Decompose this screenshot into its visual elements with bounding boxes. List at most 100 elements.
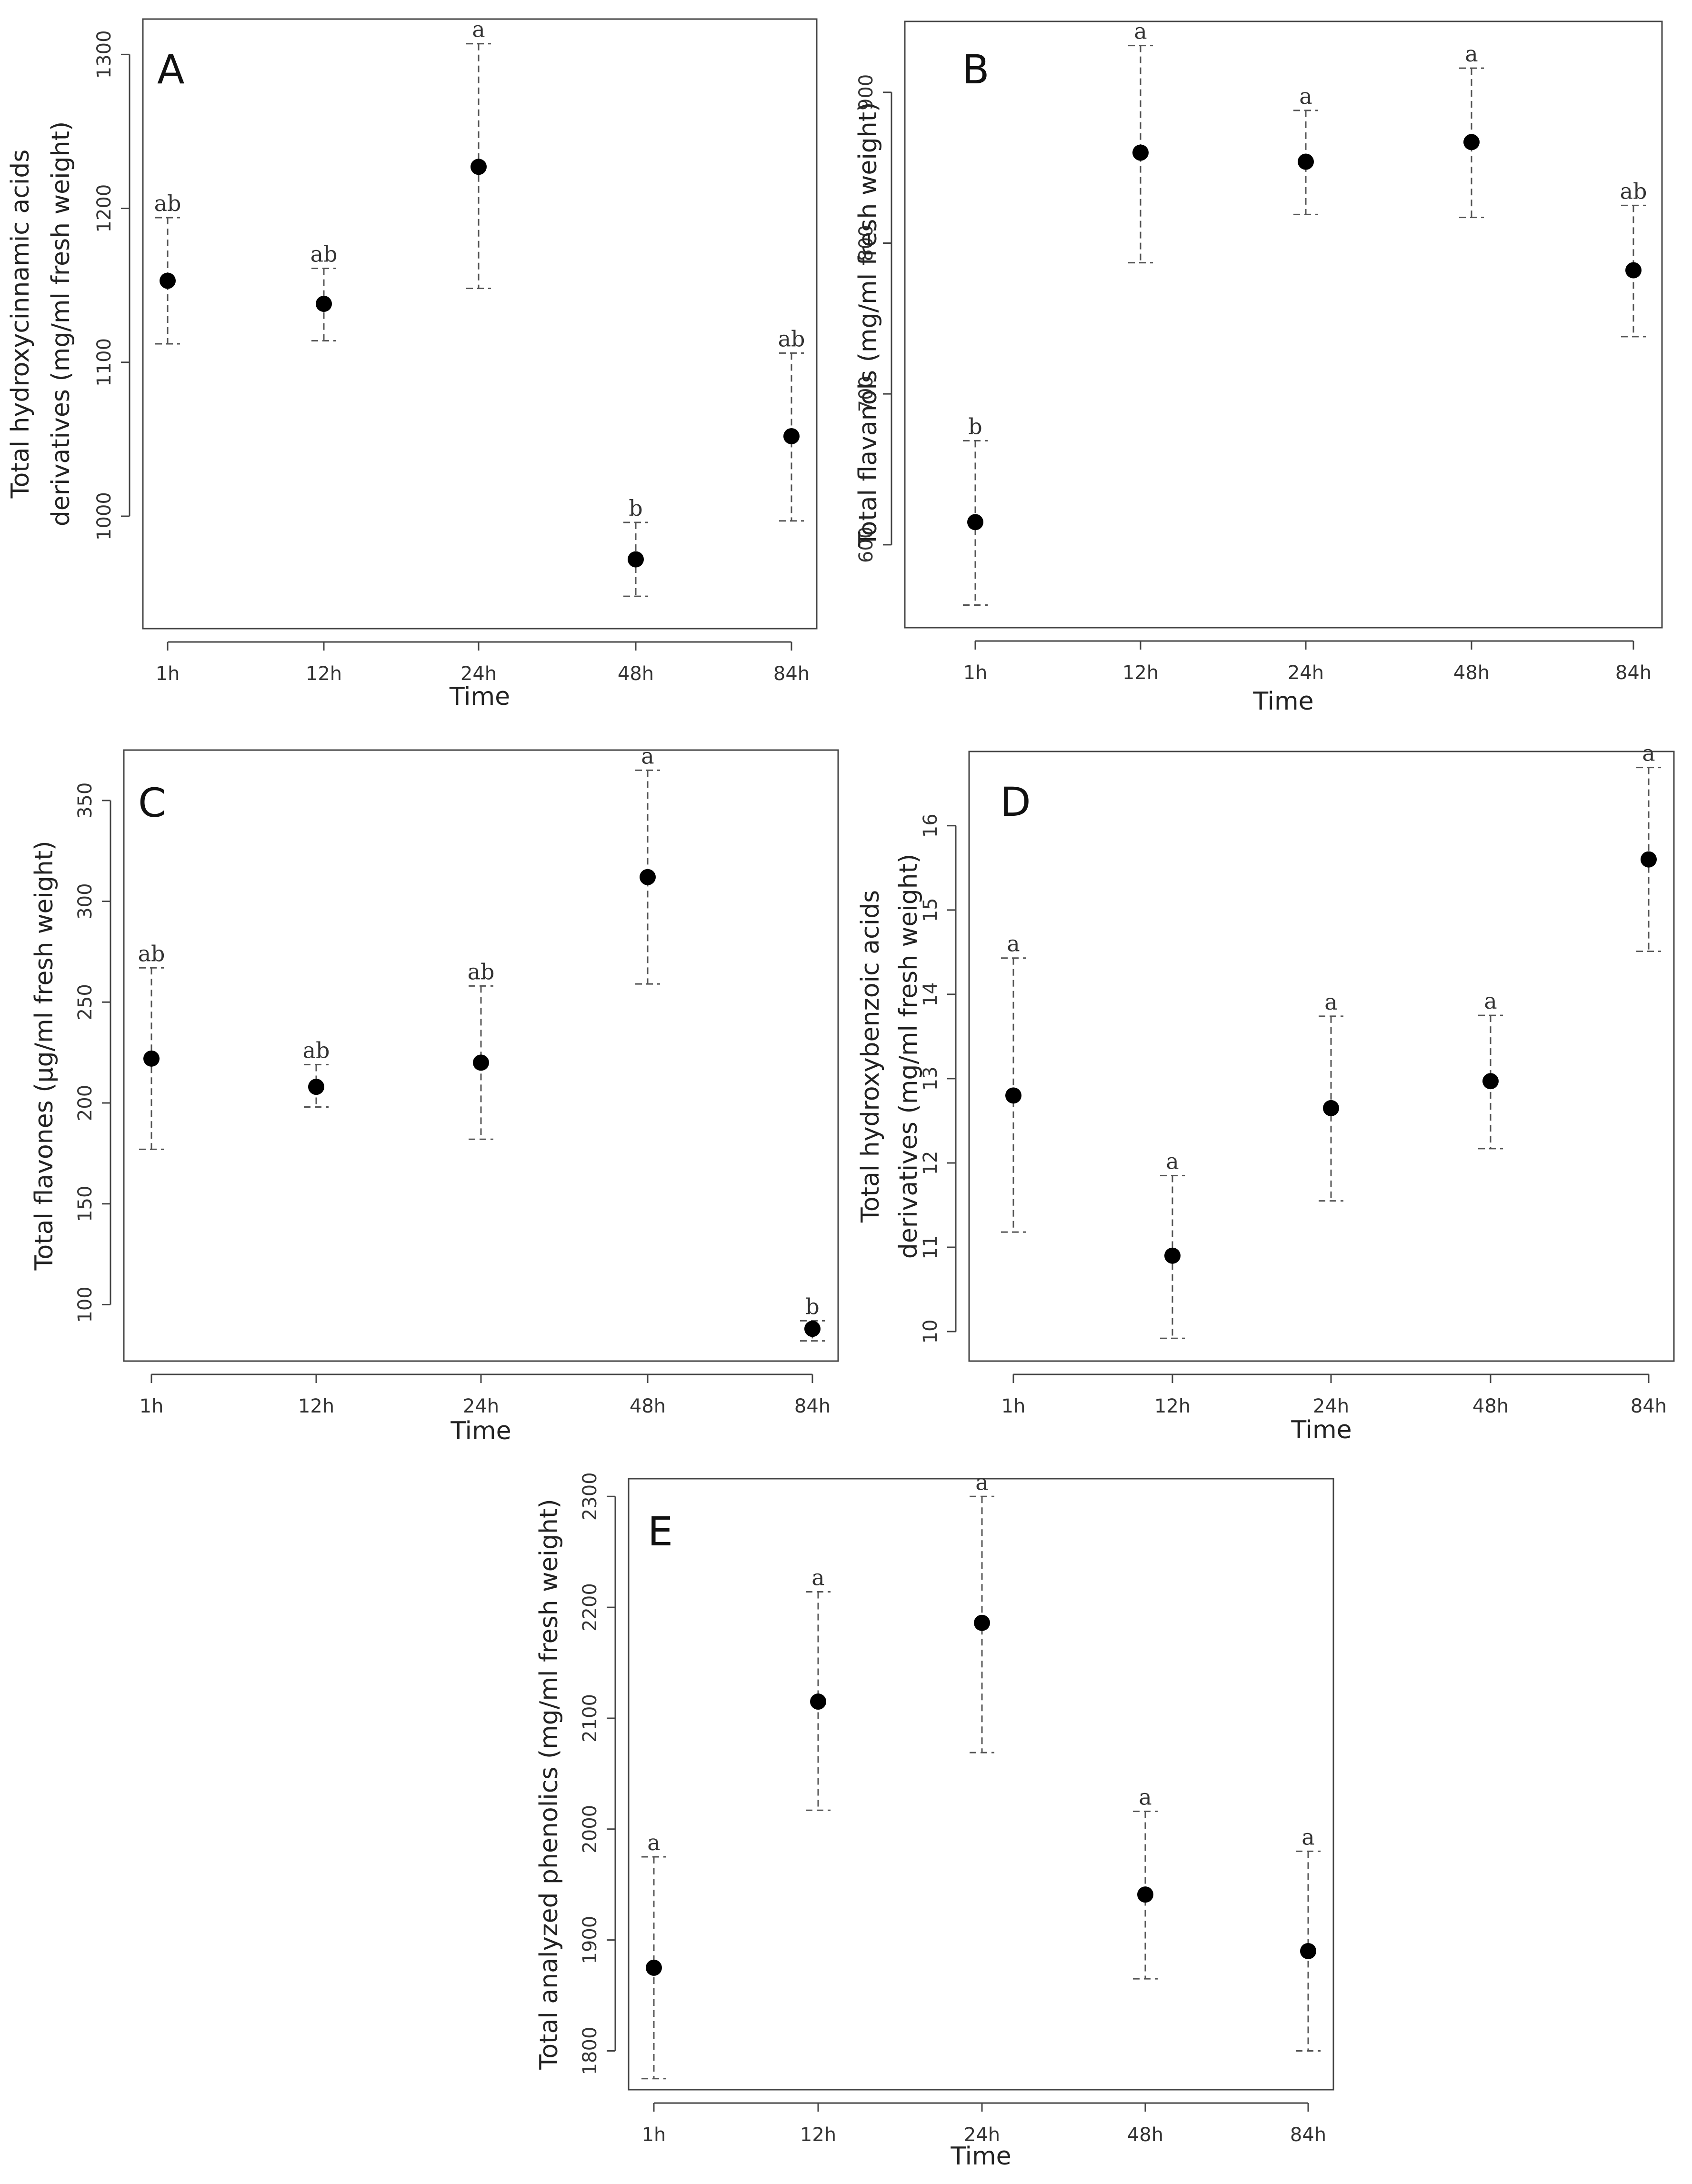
plot-frame — [968, 751, 1675, 1362]
data-point — [974, 1614, 990, 1631]
data-point — [1641, 851, 1657, 868]
data-point — [1164, 1247, 1181, 1264]
data-point — [810, 1693, 826, 1710]
data-point — [804, 1321, 821, 1337]
significance-label: a — [1642, 741, 1655, 766]
x-tick-label: 1h — [140, 1395, 164, 1417]
x-axis-title: Time — [450, 1417, 511, 1445]
significance-label: a — [1166, 1149, 1179, 1174]
panel-label: A — [157, 46, 184, 93]
significance-label: a — [1324, 989, 1337, 1015]
x-tick-label: 24h — [461, 663, 497, 685]
y-axis-title: Total flavanols (mg/ml fresh weight) — [854, 102, 882, 548]
chart-panel-e: E 1800 1900 2000 2100 2200 2300 1h 12h 24h 48h 84h T… — [535, 1469, 1334, 2171]
x-tick-label: 24h — [463, 1395, 499, 1417]
panel-label: E — [648, 1508, 673, 1555]
data-point — [143, 1050, 160, 1067]
significance-label: a — [1134, 19, 1147, 44]
y-tick-label: 11 — [920, 1235, 941, 1260]
x-tick-label: 48h — [618, 663, 654, 685]
y-tick-label: 150 — [74, 1186, 96, 1222]
y-axis-title: Total hydroxycinnamic acids — [6, 150, 35, 499]
y-tick-label: 200 — [74, 1085, 96, 1121]
x-tick-label: 12h — [306, 663, 342, 685]
y-tick-label: 800 — [855, 225, 877, 261]
data-point — [1625, 262, 1642, 279]
x-tick-label: 48h — [1127, 2124, 1163, 2146]
significance-label: a — [975, 1469, 988, 1495]
significance-label: b — [629, 495, 642, 521]
y-tick-label: 14 — [920, 982, 941, 1006]
significance-label: ab — [154, 190, 181, 216]
y-tick-label: 1200 — [93, 184, 115, 233]
significance-label: a — [1139, 1784, 1151, 1810]
plot-frame — [904, 20, 1663, 629]
significance-label: a — [641, 743, 654, 769]
data-point — [628, 551, 644, 568]
y-tick-label: 350 — [74, 782, 96, 819]
chart-panel-b: B 600 700 800 900 1h 12h 24h 48h 84h Time Total fla… — [854, 19, 1663, 716]
plot-frame — [628, 1478, 1334, 2091]
data-point — [640, 869, 656, 885]
significance-label: ab — [138, 941, 165, 966]
chart-panel-a: A 1000 1100 1200 1300 1h 12h 24h 48h 84h Time Total… — [6, 17, 818, 711]
x-axis-title: Time — [1252, 687, 1313, 716]
x-tick-label: 48h — [1453, 662, 1490, 684]
x-tick-label: 24h — [1288, 662, 1324, 684]
x-tick-label: 24h — [1313, 1395, 1349, 1417]
data-point — [1482, 1073, 1499, 1090]
data-point — [316, 295, 332, 312]
x-tick-label: 1h — [642, 2124, 666, 2146]
y-tick-label: 10 — [920, 1320, 941, 1344]
x-tick-label: 24h — [964, 2124, 1000, 2146]
significance-label: a — [1465, 41, 1478, 67]
panel-label: B — [962, 46, 990, 93]
data-point — [1137, 1886, 1153, 1903]
y-tick-label: 250 — [74, 984, 96, 1020]
y-axis-title: derivatives (mg/ml fresh weight) — [894, 854, 923, 1259]
y-tick-label: 12 — [920, 1151, 941, 1175]
y-tick-label: 13 — [920, 1066, 941, 1091]
y-tick-label: 1900 — [579, 1916, 601, 1964]
significance-label: b — [805, 1293, 819, 1319]
x-tick-label: 84h — [773, 663, 810, 685]
y-tick-label: 300 — [74, 883, 96, 919]
y-tick-label: 1800 — [579, 2027, 601, 2075]
y-tick-label: 1000 — [93, 492, 115, 541]
significance-label: a — [647, 1830, 660, 1855]
chart-panel-d: D 10 11 12 13 14 15 16 1h 12h 24h 48h 84h Time Total h… — [856, 741, 1675, 1444]
significance-label: ab — [303, 1038, 330, 1063]
x-axis-title: Time — [449, 682, 510, 711]
x-tick-label: 1h — [156, 663, 180, 685]
data-point — [471, 159, 487, 175]
y-axis-title: derivatives (mg/ml fresh weight) — [47, 121, 75, 527]
y-tick-label: 600 — [855, 527, 877, 563]
data-point — [1300, 1943, 1316, 1959]
x-tick-label: 84h — [1290, 2124, 1326, 2146]
y-tick-label: 2200 — [579, 1583, 601, 1632]
data-point — [967, 514, 983, 531]
x-tick-label: 84h — [794, 1395, 831, 1417]
y-tick-label: 16 — [920, 813, 941, 838]
x-tick-label: 84h — [1615, 662, 1652, 684]
data-point — [1005, 1087, 1021, 1104]
y-tick-label: 100 — [74, 1286, 96, 1322]
significance-label: ab — [310, 241, 338, 267]
y-tick-label: 2300 — [579, 1472, 601, 1521]
x-tick-label: 1h — [963, 662, 988, 684]
x-axis-title: Time — [1291, 1416, 1352, 1444]
x-tick-label: 12h — [800, 2124, 836, 2146]
significance-label: a — [1007, 931, 1020, 957]
y-axis-title: Total analyzed phenolics (mg/ml fresh we… — [535, 1499, 563, 2070]
data-point — [646, 1959, 662, 1976]
y-axis-title: Total flavones (µg/ml fresh weight) — [30, 841, 59, 1271]
x-tick-label: 48h — [1472, 1395, 1509, 1417]
y-tick-label: 1100 — [93, 338, 115, 387]
significance-label: a — [472, 17, 485, 42]
significance-label: a — [1302, 1824, 1314, 1850]
significance-label: ab — [778, 326, 805, 351]
data-point — [1463, 134, 1480, 150]
significance-label: a — [1484, 988, 1497, 1014]
plot-frame — [123, 749, 839, 1362]
